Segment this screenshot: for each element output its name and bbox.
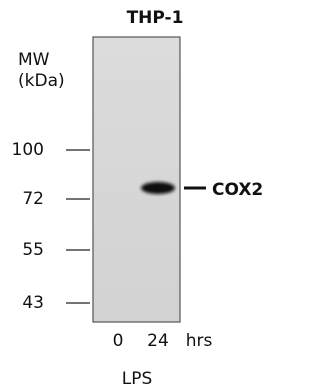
blot-membrane — [93, 37, 180, 322]
axis-label-line2: (kDa) — [18, 71, 65, 91]
lane-label: 24 — [147, 331, 169, 351]
mw-marker-label: 100 — [12, 140, 44, 160]
band-label: COX2 — [212, 180, 263, 200]
mw-marker-label: 72 — [22, 189, 44, 209]
mw-marker-label: 55 — [22, 240, 44, 260]
western-blot-figure: THP-1 MW (kDa) 100 72 55 43 COX2 0 24 hrs L… — [0, 0, 273, 387]
protein-band — [141, 182, 175, 194]
mw-marker-label: 43 — [22, 293, 44, 313]
title: THP-1 — [127, 8, 184, 28]
treatment-label: LPS — [122, 369, 153, 387]
axis-label-line1: MW — [18, 50, 50, 70]
lane-unit: hrs — [186, 331, 213, 351]
lane-label: 0 — [113, 331, 124, 351]
